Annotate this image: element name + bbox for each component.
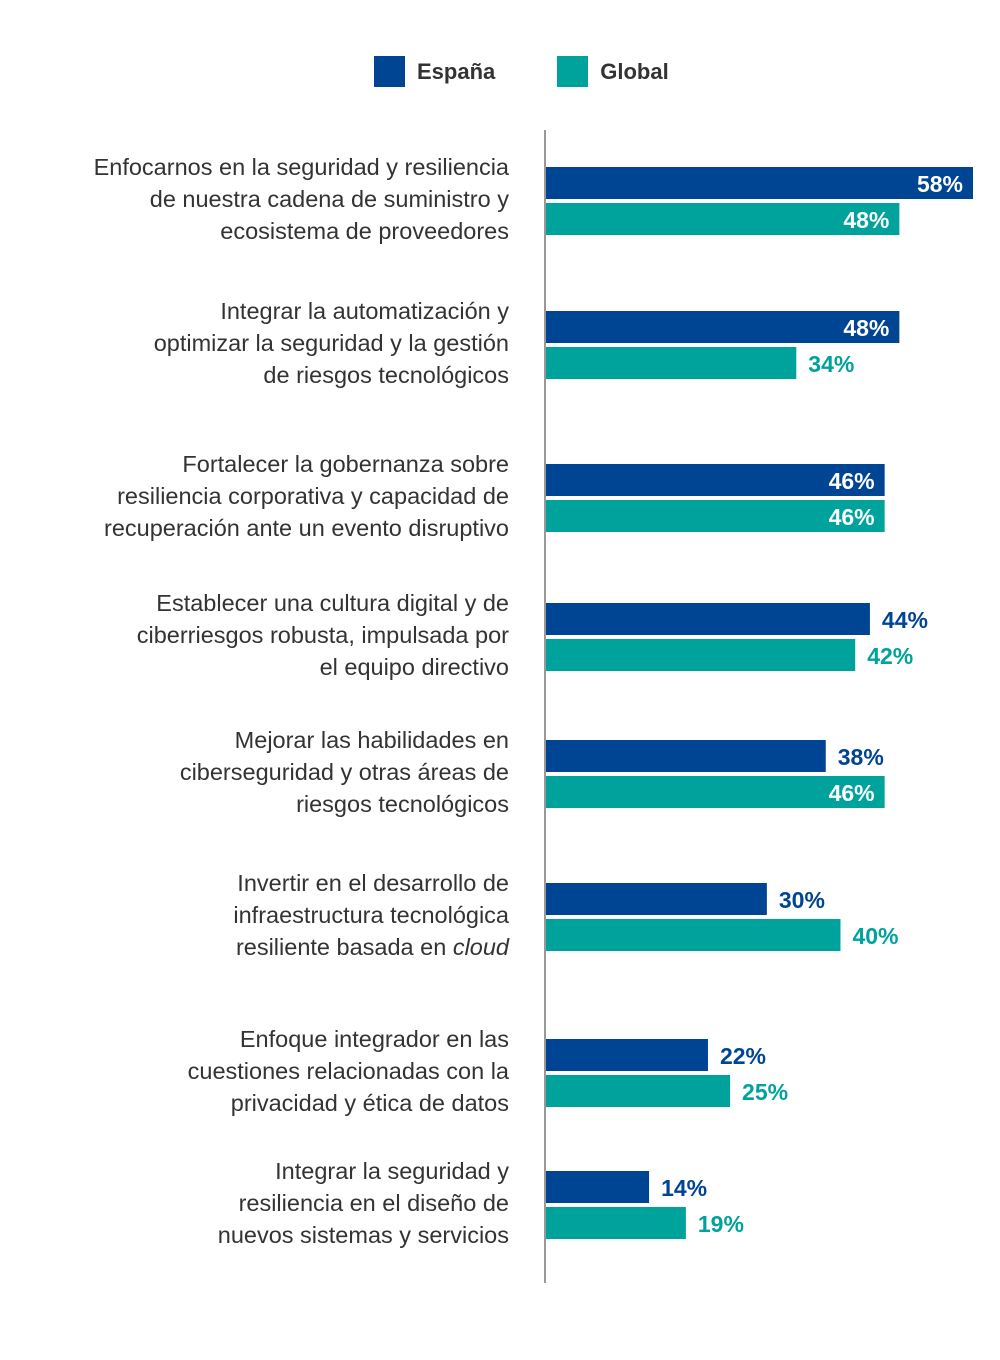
data-label-global-8: 19% [698,1211,744,1237]
data-label-global-3: 46% [829,504,875,530]
category-label-line: de riesgos tecnológicos [263,362,509,388]
legend-item-global: Global [557,56,669,87]
category-label-line: de nuestra cadena de suministro y [149,186,509,212]
bar-espana-8 [546,1171,650,1203]
bar-global-8 [546,1207,686,1239]
category-label-line: Integrar la automatización y [220,298,509,324]
data-label-espana-2: 48% [843,315,889,341]
category-label-3: Fortalecer la gobernanza sobre resilienci… [9,448,509,544]
legend-label-global: Global [600,58,669,84]
category-label-6: Invertir en el desarrollo de infraestruct… [9,867,509,963]
bar-global-7 [546,1075,731,1107]
bar-global-2 [546,347,797,379]
data-label-espana-6: 30% [779,887,825,913]
data-label-global-7: 25% [742,1079,788,1105]
category-label-line: riesgos tecnológicos [296,791,509,817]
category-label-line: Establecer una cultura digital y de [156,590,509,616]
category-label-line: recuperación ante un evento disruptivo [104,515,509,541]
bar-espana-5 [546,740,826,772]
data-label-espana-8: 14% [661,1175,707,1201]
bar-espana-2 [546,311,900,343]
category-label-line: nuevos sistemas y servicios [217,1222,509,1248]
bar-global-3 [546,500,885,532]
bar-espana-6 [546,883,767,915]
category-label-line: Fortalecer la gobernanza sobre [182,451,509,477]
category-label-1: Enfocarnos en la seguridad y resiliencia… [9,151,509,247]
category-label-line: el equipo directivo [319,654,509,680]
category-label-line: ecosistema de proveedores [220,218,509,244]
data-label-global-2: 34% [808,351,854,377]
data-label-espana-7: 22% [720,1043,766,1069]
category-label-line: ciberseguridad y otras áreas de [179,759,509,785]
data-label-espana-4: 44% [882,607,928,633]
bar-espana-7 [546,1039,708,1071]
bar-global-4 [546,639,856,671]
bar-espana-3 [546,464,885,496]
category-label-line: cuestiones relacionadas con la [187,1058,509,1084]
category-label-line: Enfoque integrador en las [239,1026,509,1052]
category-label-line: ciberriesgos robusta, impulsada por [136,622,509,648]
data-label-global-6: 40% [852,923,898,949]
data-label-global-1: 48% [843,207,889,233]
category-label-7: Enfoque integrador en las cuestiones rela… [9,1023,509,1119]
data-label-espana-5: 38% [838,744,884,770]
legend-swatch-espana [374,56,405,87]
category-label-line: Mejorar las habilidades en [234,727,509,753]
category-label-line: resiliente basada en cloud [235,934,509,960]
bar-global-1 [546,203,900,235]
bar-global-5 [546,776,885,808]
data-label-espana-3: 46% [829,468,875,494]
category-label-5: Mejorar las habilidades en ciberseguridad… [9,724,509,820]
legend-label-espana: España [417,58,496,84]
chart-legend: España Global [374,56,731,87]
category-label-2: Integrar la automatización y optimizar la… [9,295,509,391]
legend-swatch-global [557,56,589,87]
category-label-line: Invertir en el desarrollo de [237,870,509,896]
legend-item-espana: España [374,56,495,87]
category-label-8: Integrar la seguridad y resiliencia en el… [9,1155,509,1251]
category-label-line: privacidad y ética de datos [230,1090,509,1116]
category-label-line: Integrar la seguridad y [275,1158,509,1184]
category-label-line: Enfocarnos en la seguridad y resiliencia [93,154,509,180]
bar-espana-1 [546,167,973,199]
category-label-line: optimizar la seguridad y la gestión [153,330,509,356]
data-label-global-4: 42% [867,643,913,669]
bar-global-6 [546,919,841,951]
category-label-italic: cloud [452,934,509,960]
category-label-line: resiliencia en el diseño de [238,1190,509,1216]
data-label-espana-1: 58% [917,171,963,197]
category-label-line: resiliencia corporativa y capacidad de [117,483,509,509]
bar-espana-4 [546,603,870,635]
category-label-line: infraestructura tecnológica [233,902,509,928]
data-label-global-5: 46% [829,780,875,806]
category-label-4: Establecer una cultura digital y de ciber… [9,587,509,683]
